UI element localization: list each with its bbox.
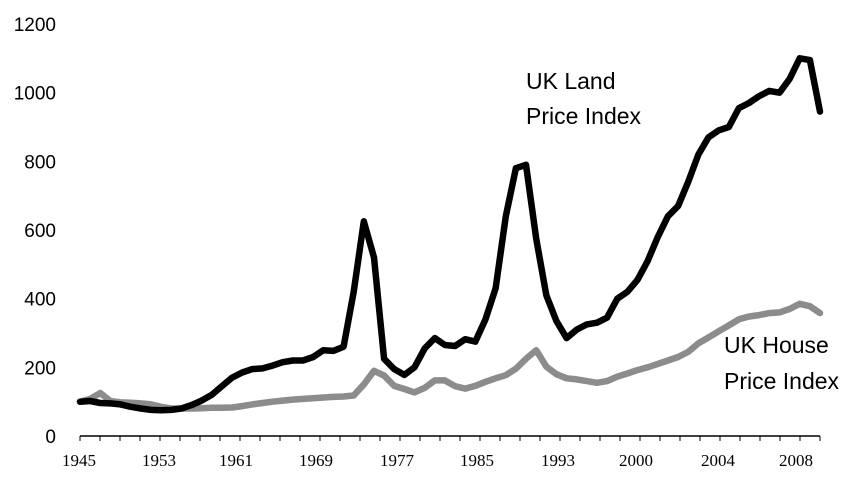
x-tick-label: 1969 xyxy=(299,451,333,470)
y-tick-label: 0 xyxy=(45,427,56,448)
land-series-label: UK Land Price Index xyxy=(526,68,642,129)
y-tick-label: 400 xyxy=(24,290,56,311)
x-axis-ticks: 1945 1953 1961 1969 1977 1985 1993 2000 2004 2008 xyxy=(62,451,813,470)
land-label-line-1: UK Land xyxy=(526,68,616,94)
x-tick-label: 2004 xyxy=(701,451,736,470)
y-tick-label: 1200 xyxy=(14,15,56,36)
y-axis-ticks: 0 200 400 600 800 1000 1200 xyxy=(14,15,56,448)
x-axis-tick-marks xyxy=(79,436,821,441)
x-tick-label: 1961 xyxy=(219,451,253,470)
land-price-line xyxy=(76,55,824,414)
house-label-line-1: UK House xyxy=(724,332,829,358)
house-price-line xyxy=(76,300,824,412)
house-label-line-2: Price Index xyxy=(724,368,840,394)
y-tick-label: 1000 xyxy=(14,84,56,105)
series-lines xyxy=(76,55,824,414)
land-label-line-2: Price Index xyxy=(526,103,642,129)
x-tick-label: 1993 xyxy=(541,451,575,470)
x-tick-label: 2008 xyxy=(779,451,813,470)
house-series-label: UK House Price Index xyxy=(724,332,840,394)
x-tick-label: 2000 xyxy=(619,451,653,470)
x-tick-label: 1985 xyxy=(460,451,494,470)
x-tick-label: 1953 xyxy=(142,451,176,470)
y-tick-label: 200 xyxy=(24,358,56,379)
y-tick-label: 800 xyxy=(24,152,56,173)
y-tick-label: 600 xyxy=(24,221,56,242)
x-tick-label: 1977 xyxy=(380,451,415,470)
x-tick-label: 1945 xyxy=(62,451,96,470)
